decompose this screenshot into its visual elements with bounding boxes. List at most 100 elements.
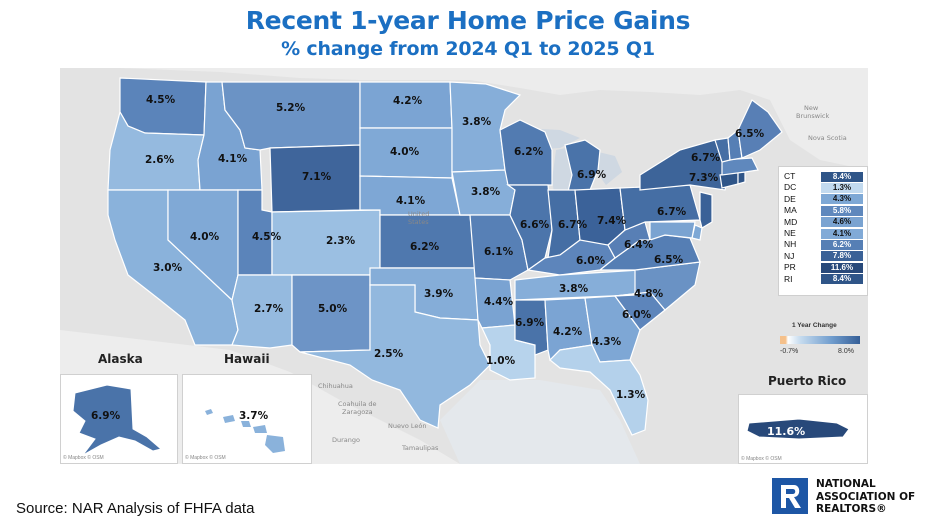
alaska-attribution: © Mapbox © OSM xyxy=(63,455,104,461)
value-label-wa: 4.5% xyxy=(146,94,176,106)
small-states-table: CT 8.4% DC 1.3% DE 4.3% MA 5.8% MD 4.6% NE 4.1% NH 6.… xyxy=(778,166,868,296)
small-state-value: 1.3% xyxy=(821,183,863,195)
value-label-mt: 5.2% xyxy=(276,102,306,114)
small-state-code: NH xyxy=(784,239,797,250)
state-hi-island-4 xyxy=(253,425,267,433)
state-hi-island-2 xyxy=(223,415,235,423)
value-label-fl: 1.3% xyxy=(616,389,646,401)
value-label-me: 6.5% xyxy=(735,128,765,140)
state-ri xyxy=(737,171,746,185)
value-label-tx: 2.5% xyxy=(374,348,404,360)
alaska-map: 6.9% xyxy=(72,384,163,456)
puerto-rico-inset-title: Puerto Rico xyxy=(768,374,847,388)
country-label-2: States xyxy=(408,218,429,226)
chart-title: Recent 1-year Home Price Gains xyxy=(245,6,691,35)
value-label-nm: 5.0% xyxy=(318,303,348,315)
small-state-code: PR xyxy=(784,262,796,273)
nova-scotia-label: Nova Scotia xyxy=(808,134,847,142)
small-state-row: DE 4.3% xyxy=(779,194,867,206)
value-label-ok: 3.9% xyxy=(424,288,454,300)
value-label-mi: 6.9% xyxy=(577,169,607,181)
small-state-value: 8.4% xyxy=(821,171,863,183)
value-label-ky: 6.0% xyxy=(576,255,606,267)
country-label-1: United xyxy=(408,210,429,218)
realtor-r-glyph xyxy=(781,485,801,508)
puerto-rico-map: 11.6% xyxy=(746,418,850,440)
state-nj xyxy=(699,191,713,229)
value-label-hi: 3.7% xyxy=(239,410,269,422)
small-state-code: MD xyxy=(784,216,798,227)
value-label-nd: 4.2% xyxy=(393,95,423,107)
value-label-pr: 11.6% xyxy=(767,425,805,438)
logo-line-1: NATIONAL xyxy=(816,478,876,490)
chihuahua-label: Chihuahua xyxy=(318,382,353,390)
state-mt xyxy=(221,81,361,151)
value-label-ia: 3.8% xyxy=(471,186,501,198)
alaska-inset: 6.9% © Mapbox © OSM xyxy=(60,374,178,464)
puerto-rico-attribution: © Mapbox © OSM xyxy=(741,456,782,462)
small-state-row: NH 6.2% xyxy=(779,239,867,252)
source-note: Source: NAR Analysis of FHFA data xyxy=(16,500,255,517)
small-state-value: 5.8% xyxy=(821,205,863,217)
small-state-value: 8.4% xyxy=(821,274,863,286)
us-map-panel: United States New Brunswick Nova Scotia … xyxy=(60,68,868,464)
value-label-co: 2.3% xyxy=(326,235,356,247)
value-label-mo: 6.1% xyxy=(484,246,514,258)
small-state-value: 4.3% xyxy=(821,194,863,206)
nar-logo: NATIONAL ASSOCIATION OF REALTORS® xyxy=(772,476,932,520)
value-label-mn: 3.8% xyxy=(462,116,492,128)
state-ak xyxy=(72,384,163,456)
color-legend: 1 Year Change -0.7% 8.0% xyxy=(776,322,868,360)
state-nc xyxy=(614,261,701,311)
value-label-pa: 6.7% xyxy=(657,206,687,218)
value-label-nc: 4.8% xyxy=(634,288,664,300)
durango-label: Durango xyxy=(332,436,360,444)
small-state-code: CT xyxy=(784,171,796,181)
coahuila-label-1: Coahuila de xyxy=(338,400,377,408)
value-label-id: 4.1% xyxy=(218,153,248,165)
value-label-az: 2.7% xyxy=(254,303,284,315)
state-hi-island-3 xyxy=(241,421,251,427)
nar-logo-text: NATIONAL ASSOCIATION OF REALTORS® xyxy=(816,478,915,516)
state-tx xyxy=(299,284,491,429)
small-state-code: RI xyxy=(784,273,793,284)
value-label-vt: 6.7% xyxy=(691,152,721,164)
value-label-nv: 4.0% xyxy=(190,231,220,243)
value-label-ar: 4.4% xyxy=(484,296,514,308)
small-state-code: MA xyxy=(784,205,797,216)
small-state-row: DC 1.3% xyxy=(779,182,867,195)
value-label-ak: 6.9% xyxy=(91,410,121,422)
state-wi xyxy=(499,119,553,186)
value-label-ms: 6.9% xyxy=(515,317,545,329)
small-state-row: CT 8.4% xyxy=(779,171,867,183)
state-me xyxy=(737,99,783,159)
small-state-row: NJ 7.8% xyxy=(779,251,867,263)
value-label-ut: 4.5% xyxy=(252,231,282,243)
value-label-ny: 7.3% xyxy=(689,172,719,184)
states-layer xyxy=(107,77,783,436)
legend-max-label: 8.0% xyxy=(838,348,854,355)
small-state-row: NE 4.1% xyxy=(779,228,867,240)
value-label-ks: 6.2% xyxy=(410,241,440,253)
logo-line-2: ASSOCIATION OF xyxy=(816,490,916,503)
value-label-ne: 4.1% xyxy=(396,195,426,207)
value-label-wy: 7.1% xyxy=(302,171,332,183)
legend-title: 1 Year Change xyxy=(792,322,837,329)
small-state-value: 7.8% xyxy=(821,251,863,263)
small-state-row: MA 5.8% xyxy=(779,205,867,217)
state-fl xyxy=(549,344,649,436)
state-wa xyxy=(119,77,207,136)
small-state-row: MD 4.6% xyxy=(779,216,867,229)
value-label-va: 6.5% xyxy=(654,254,684,266)
small-state-value: 11.6% xyxy=(821,262,863,274)
hawaii-map: 3.7% xyxy=(205,409,285,453)
small-state-row: PR 11.6% xyxy=(779,262,867,274)
small-state-row: RI 8.4% xyxy=(779,273,867,286)
tamaulipas-label: Tamaulipas xyxy=(401,444,439,452)
small-state-value: 4.6% xyxy=(821,217,863,229)
territory-pr xyxy=(746,418,850,440)
state-hi-island-5 xyxy=(265,435,285,453)
value-label-oh: 7.4% xyxy=(597,215,627,227)
state-ma xyxy=(721,157,759,176)
value-label-al: 4.2% xyxy=(553,326,583,338)
